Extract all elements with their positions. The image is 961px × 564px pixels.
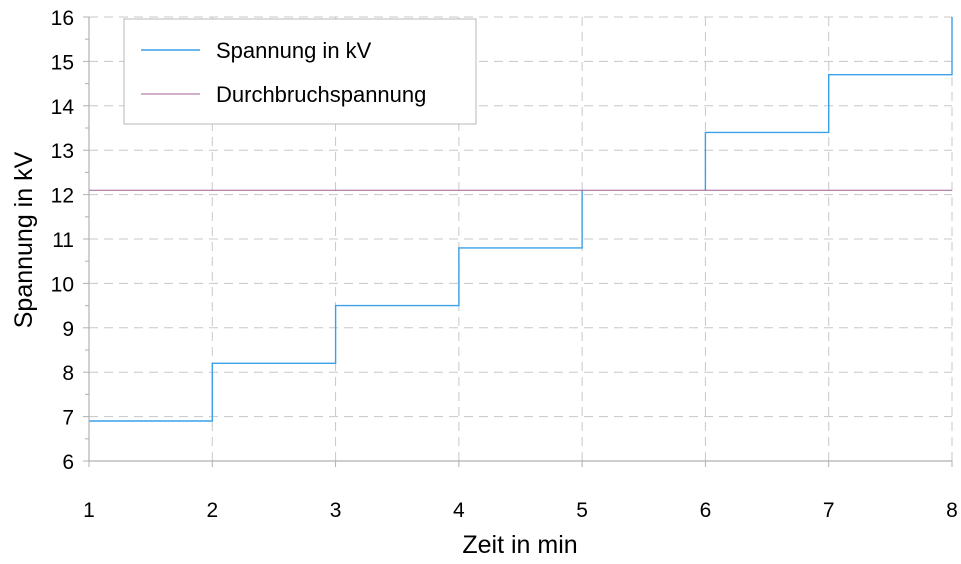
x-axis-title: Zeit in min	[462, 531, 577, 559]
y-tick-label: 8	[62, 362, 74, 385]
y-tick-label: 14	[51, 96, 75, 119]
legend-label-durchbruchspannung: Durchbruchspannung	[216, 82, 426, 107]
legend-label-spannung: Spannung in kV	[216, 38, 372, 63]
legend: Spannung in kV Durchbruchspannung	[123, 18, 477, 125]
series-line-spannung-segment-0	[89, 190, 583, 422]
y-tick-label: 9	[62, 318, 74, 341]
y-tick-label: 15	[51, 51, 74, 74]
x-tick-label: 3	[330, 499, 342, 522]
legend-box	[123, 18, 477, 125]
series-line-spannung-segment-1	[704, 17, 953, 191]
y-tick-label: 7	[62, 407, 74, 430]
x-tick-label: 2	[206, 499, 218, 522]
y-tick-label: 16	[51, 7, 74, 30]
y-tick-label: 10	[51, 273, 74, 296]
y-tick-label: 13	[51, 140, 74, 163]
x-tick-label: 1	[83, 499, 95, 522]
x-tick-label: 6	[700, 499, 712, 522]
y-tick-label: 11	[52, 229, 74, 252]
axes	[83, 16, 953, 467]
y-tick-label: 12	[51, 185, 74, 208]
x-tick-label: 7	[823, 499, 835, 522]
y-axis-title: Spannung in kV	[10, 151, 38, 328]
x-tick-label: 4	[453, 499, 465, 522]
y-tick-label: 6	[62, 451, 74, 474]
x-tick-label: 8	[946, 499, 958, 522]
series-layer	[89, 17, 953, 422]
x-tick-label: 5	[576, 499, 588, 522]
